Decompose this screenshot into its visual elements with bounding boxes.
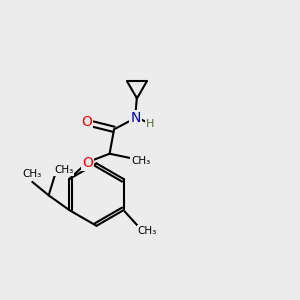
Text: O: O xyxy=(82,156,93,170)
Text: O: O xyxy=(81,115,92,129)
Text: CH₃: CH₃ xyxy=(54,165,73,175)
Text: H: H xyxy=(146,119,154,129)
Text: N: N xyxy=(130,111,141,125)
Text: CH₃: CH₃ xyxy=(131,156,150,166)
Text: CH₃: CH₃ xyxy=(23,169,42,178)
Text: CH₃: CH₃ xyxy=(138,226,157,236)
